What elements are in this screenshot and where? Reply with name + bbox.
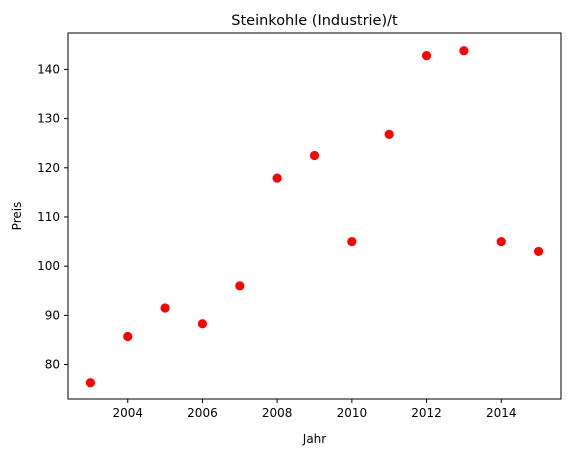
data-point [385,130,394,139]
data-point [198,319,207,328]
data-point [235,281,244,290]
data-point [310,151,319,160]
y-tick-label: 80 [45,358,60,372]
x-tick-label: 2004 [112,406,143,420]
x-tick-label: 2006 [187,406,218,420]
data-point [161,303,170,312]
y-tick-label: 110 [37,210,60,224]
data-point [459,46,468,55]
data-point [422,51,431,60]
x-axis-label: Jahr [302,432,326,446]
y-tick-label: 100 [37,259,60,273]
data-point [86,378,95,387]
y-tick-label: 130 [37,112,60,126]
data-point [273,174,282,183]
x-tick-label: 2012 [411,406,442,420]
y-tick-label: 140 [37,62,60,76]
y-tick-label: 120 [37,161,60,175]
x-tick-label: 2008 [262,406,293,420]
data-point [534,247,543,256]
x-tick-label: 2010 [337,406,368,420]
data-point [347,237,356,246]
x-tick-label: 2014 [486,406,517,420]
data-point [497,237,506,246]
data-point [123,332,132,341]
chart-title: Steinkohle (Industrie)/t [231,13,398,29]
y-axis-label: Preis [10,202,24,231]
y-tick-label: 90 [45,308,60,322]
